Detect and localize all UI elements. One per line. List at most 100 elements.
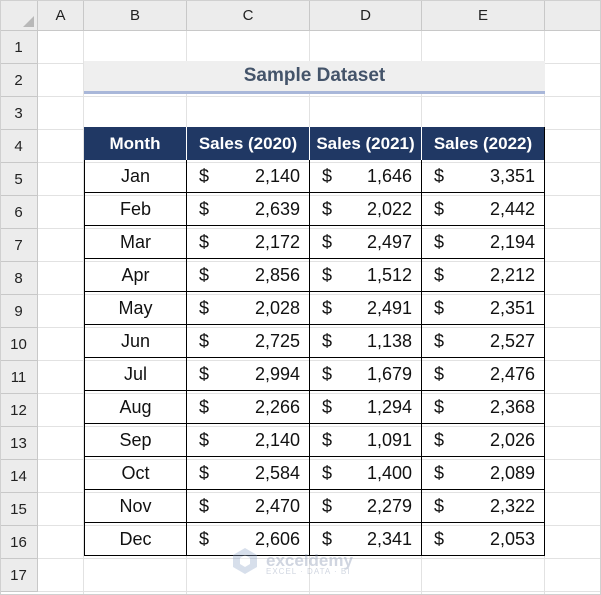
currency-symbol: $	[199, 198, 210, 219]
currency-symbol: $	[434, 363, 445, 384]
sales-cell-s2022[interactable]: $2,527	[422, 325, 545, 358]
sales-amount: 2,368	[489, 396, 535, 417]
row-header-3[interactable]: 3	[0, 97, 38, 130]
month-cell[interactable]: Sep	[84, 424, 187, 457]
sales-cell-s2020[interactable]: $2,584	[187, 457, 310, 490]
sales-cell-s2021[interactable]: $1,400	[310, 457, 422, 490]
row-header-8[interactable]: 8	[0, 262, 38, 295]
currency-symbol: $	[199, 495, 210, 516]
month-cell[interactable]: Mar	[84, 226, 187, 259]
month-cell[interactable]: Aug	[84, 391, 187, 424]
row-header-9[interactable]: 9	[0, 295, 38, 328]
row-header-10[interactable]: 10	[0, 328, 38, 361]
sales-amount: 1,512	[366, 264, 412, 285]
sales-cell-s2022[interactable]: $2,368	[422, 391, 545, 424]
month-cell[interactable]: Dec	[84, 523, 187, 556]
row-header-13[interactable]: 13	[0, 427, 38, 460]
month-cell[interactable]: Apr	[84, 259, 187, 292]
sales-cell-s2021[interactable]: $1,679	[310, 358, 422, 391]
sales-amount: 1,091	[366, 429, 412, 450]
sales-cell-s2021[interactable]: $2,022	[310, 193, 422, 226]
gridline-horizontal	[38, 393, 601, 394]
sales-amount: 2,994	[254, 363, 300, 384]
sales-cell-s2020[interactable]: $2,725	[187, 325, 310, 358]
currency-symbol: $	[322, 429, 333, 450]
gridline-horizontal	[38, 261, 601, 262]
month-cell[interactable]: Jun	[84, 325, 187, 358]
row-header-16[interactable]: 16	[0, 526, 38, 559]
row-header-11[interactable]: 11	[0, 361, 38, 394]
sales-cell-s2021[interactable]: $1,646	[310, 160, 422, 193]
column-header-filler	[545, 0, 601, 31]
sales-cell-s2022[interactable]: $2,089	[422, 457, 545, 490]
sales-cell-s2020[interactable]: $2,140	[187, 424, 310, 457]
table-header-1[interactable]: Sales (2020)	[187, 127, 310, 160]
month-cell[interactable]: Oct	[84, 457, 187, 490]
row-header-6[interactable]: 6	[0, 196, 38, 229]
sales-cell-s2022[interactable]: $2,026	[422, 424, 545, 457]
row-header-2[interactable]: 2	[0, 64, 38, 97]
sales-cell-s2021[interactable]: $1,294	[310, 391, 422, 424]
sales-cell-s2021[interactable]: $2,497	[310, 226, 422, 259]
sales-cell-s2022[interactable]: $3,351	[422, 160, 545, 193]
sales-cell-s2020[interactable]: $2,639	[187, 193, 310, 226]
column-header-a[interactable]: A	[38, 0, 84, 31]
row-header-14[interactable]: 14	[0, 460, 38, 493]
sales-cell-s2022[interactable]: $2,194	[422, 226, 545, 259]
sales-amount: 2,606	[254, 528, 300, 549]
sales-amount: 2,172	[254, 231, 300, 252]
currency-symbol: $	[199, 396, 210, 417]
currency-symbol: $	[434, 528, 445, 549]
row-header-5[interactable]: 5	[0, 163, 38, 196]
column-header-d[interactable]: D	[310, 0, 422, 31]
sales-cell-s2022[interactable]: $2,053	[422, 523, 545, 556]
month-cell[interactable]: Jul	[84, 358, 187, 391]
row-header-1[interactable]: 1	[0, 31, 38, 64]
gridline-horizontal	[38, 459, 601, 460]
dataset-title[interactable]: Sample Dataset	[84, 61, 545, 94]
sales-cell-s2022[interactable]: $2,442	[422, 193, 545, 226]
column-header-e[interactable]: E	[422, 0, 545, 31]
sales-cell-s2020[interactable]: $2,470	[187, 490, 310, 523]
sales-amount: 2,351	[489, 297, 535, 318]
column-header-b[interactable]: B	[84, 0, 187, 31]
sales-cell-s2022[interactable]: $2,351	[422, 292, 545, 325]
sales-cell-s2020[interactable]: $2,856	[187, 259, 310, 292]
month-cell[interactable]: Jan	[84, 160, 187, 193]
sales-cell-s2020[interactable]: $2,266	[187, 391, 310, 424]
row-header-4[interactable]: 4	[0, 130, 38, 163]
select-all-corner[interactable]	[0, 0, 38, 31]
sales-cell-s2020[interactable]: $2,028	[187, 292, 310, 325]
sales-amount: 2,022	[366, 198, 412, 219]
sales-cell-s2020[interactable]: $2,994	[187, 358, 310, 391]
currency-symbol: $	[322, 165, 333, 186]
sales-cell-s2020[interactable]: $2,606	[187, 523, 310, 556]
sales-amount: 2,028	[254, 297, 300, 318]
table-header-2[interactable]: Sales (2021)	[310, 127, 422, 160]
sales-cell-s2021[interactable]: $2,341	[310, 523, 422, 556]
month-cell[interactable]: Feb	[84, 193, 187, 226]
select-all-triangle-icon	[23, 16, 34, 27]
sales-cell-s2022[interactable]: $2,322	[422, 490, 545, 523]
sales-cell-s2021[interactable]: $2,491	[310, 292, 422, 325]
sales-cell-s2022[interactable]: $2,476	[422, 358, 545, 391]
sales-cell-s2021[interactable]: $2,279	[310, 490, 422, 523]
sales-cell-s2021[interactable]: $1,512	[310, 259, 422, 292]
row-header-17[interactable]: 17	[0, 559, 38, 592]
row-header-15[interactable]: 15	[0, 493, 38, 526]
table-header-0[interactable]: Month	[84, 127, 187, 160]
column-header-c[interactable]: C	[187, 0, 310, 31]
row-header-12[interactable]: 12	[0, 394, 38, 427]
gridline-vertical	[83, 31, 84, 595]
sales-cell-s2020[interactable]: $2,140	[187, 160, 310, 193]
month-cell[interactable]: Nov	[84, 490, 187, 523]
sales-cell-s2021[interactable]: $1,138	[310, 325, 422, 358]
table-header-3[interactable]: Sales (2022)	[422, 127, 545, 160]
sales-cell-s2022[interactable]: $2,212	[422, 259, 545, 292]
row-header-7[interactable]: 7	[0, 229, 38, 262]
gridline-horizontal	[38, 426, 601, 427]
month-cell[interactable]: May	[84, 292, 187, 325]
sales-cell-s2020[interactable]: $2,172	[187, 226, 310, 259]
sales-amount: 2,140	[254, 165, 300, 186]
sales-cell-s2021[interactable]: $1,091	[310, 424, 422, 457]
